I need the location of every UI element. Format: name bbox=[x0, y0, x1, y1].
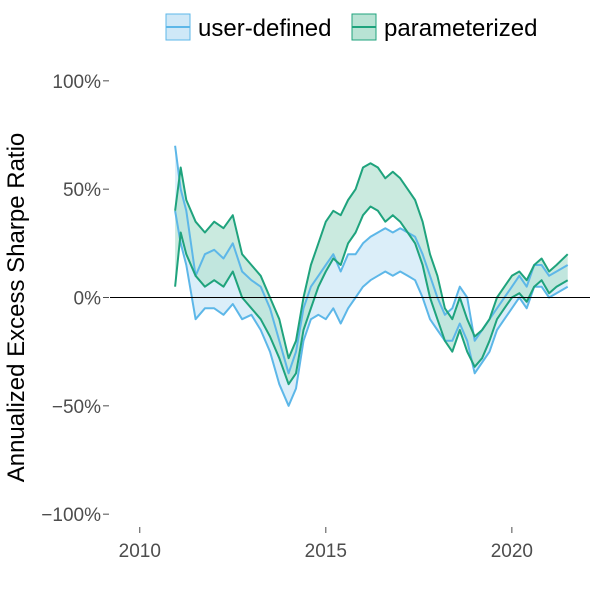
y-axis: −100% −50% 0% 50% 100% bbox=[41, 72, 109, 526]
parameterized-lower-line bbox=[174, 205, 569, 386]
series-bands bbox=[175, 145, 568, 406]
y-tick-label: 0% bbox=[74, 289, 102, 310]
legend: user-defined parameterized bbox=[165, 13, 537, 42]
y-tick-label: −50% bbox=[52, 397, 101, 418]
x-axis: 2010 2015 2020 bbox=[119, 527, 533, 562]
y-axis-title: Annualized Excess Sharpe Ratio bbox=[3, 133, 30, 483]
y-tick-label: −100% bbox=[41, 505, 101, 526]
user-defined-lower-line bbox=[174, 210, 569, 407]
user-defined-legend-label: user-defined bbox=[198, 15, 331, 42]
parameterized-legend-label: parameterized bbox=[384, 15, 537, 42]
series-lines bbox=[174, 145, 569, 407]
user-defined-upper-line bbox=[174, 145, 569, 375]
parameterized-upper-line bbox=[174, 162, 569, 360]
y-tick-label: 50% bbox=[63, 180, 101, 201]
parameterized-band bbox=[175, 163, 568, 385]
x-tick-label: 2020 bbox=[491, 541, 533, 562]
x-tick-label: 2015 bbox=[305, 541, 347, 562]
x-tick-label: 2010 bbox=[119, 541, 161, 562]
y-tick-label: 100% bbox=[52, 72, 101, 93]
